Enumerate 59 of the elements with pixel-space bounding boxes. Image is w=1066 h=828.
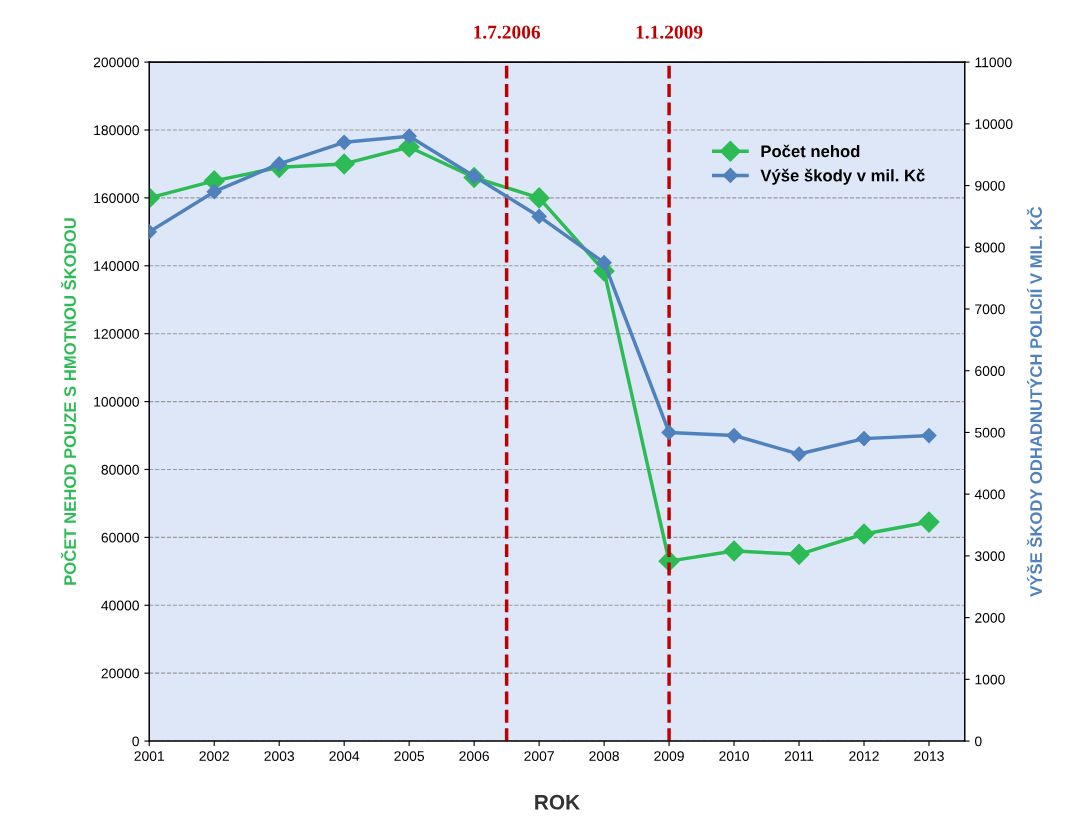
- x-tick-label: 2002: [199, 751, 229, 761]
- point: [723, 540, 745, 562]
- y2-tick-label: 10000: [975, 119, 1013, 129]
- y-tick-label: 140000: [94, 261, 139, 271]
- point: [596, 255, 612, 271]
- x-tick-label: 2005: [394, 751, 425, 761]
- y2-tick-label: 3000: [974, 551, 1005, 562]
- point: [528, 187, 550, 209]
- x-tick-label: 2003: [264, 751, 295, 761]
- y2-tick-label: 0: [974, 736, 982, 747]
- point: [856, 431, 872, 447]
- y-tick-label: 100000: [94, 396, 139, 407]
- y2-tick-label: 5000: [975, 427, 1005, 438]
- point: [726, 427, 742, 444]
- x-tick-label: 2012: [849, 751, 879, 761]
- point: [791, 446, 807, 462]
- x-axis-title: ROK: [535, 794, 580, 810]
- point: [531, 208, 547, 224]
- y-tick-label: 120000: [94, 329, 139, 339]
- point: [661, 424, 677, 441]
- y-tick-label: 180000: [94, 125, 139, 136]
- y2-tick-label: 6000: [975, 366, 1005, 376]
- x-tick-label: 2001: [134, 751, 165, 761]
- y-tick-label: 0: [132, 736, 139, 747]
- x-tick-label: 2009: [654, 751, 684, 761]
- legend-label: Výše škody v mil. Kč: [760, 168, 925, 185]
- y2-tick-label: 8000: [975, 242, 1005, 253]
- point: [853, 523, 875, 545]
- ref-line-label: 1.1.2009: [636, 25, 703, 39]
- x-tick-label: 2007: [524, 751, 554, 761]
- y-tick-label: 160000: [94, 193, 139, 204]
- y-tick-label: 200000: [93, 57, 139, 68]
- legend-label: Počet nehod: [761, 144, 860, 158]
- point: [921, 427, 937, 444]
- x-tick-label: 2006: [459, 751, 489, 761]
- ref-line-label: 1.7.2006: [474, 25, 541, 39]
- x-tick-label: 2013: [914, 751, 944, 761]
- point: [206, 184, 222, 200]
- x-tick-label: 2008: [589, 751, 619, 761]
- point: [788, 543, 810, 565]
- y2-axis-title: VÝŠE ŠKODY ODHADNUTÝCH POLICIÍ V MIL. KČ: [1026, 206, 1042, 597]
- y-tick-label: 80000: [101, 464, 139, 475]
- x-tick-label: 2010: [719, 751, 749, 761]
- y-axis-title: POČET NEHOD POUZE S HMOTNOU ŠKODOU: [60, 218, 76, 585]
- point: [336, 134, 352, 150]
- x-tick-label: 2004: [329, 751, 360, 761]
- y-tick-label: 40000: [101, 600, 139, 611]
- y-tick-label: 20000: [101, 668, 139, 679]
- point: [333, 153, 355, 175]
- point: [918, 511, 940, 533]
- y-tick-label: 60000: [101, 532, 139, 543]
- y2-tick-label: 4000: [974, 489, 1005, 500]
- y2-tick-label: 7000: [975, 304, 1005, 315]
- y2-tick-label: 11000: [975, 57, 1012, 68]
- y2-tick-label: 9000: [975, 180, 1005, 191]
- y2-tick-label: 1000: [975, 674, 1005, 685]
- y2-tick-label: 2000: [975, 612, 1005, 623]
- x-tick-label: 2011: [784, 751, 814, 761]
- point: [401, 128, 417, 144]
